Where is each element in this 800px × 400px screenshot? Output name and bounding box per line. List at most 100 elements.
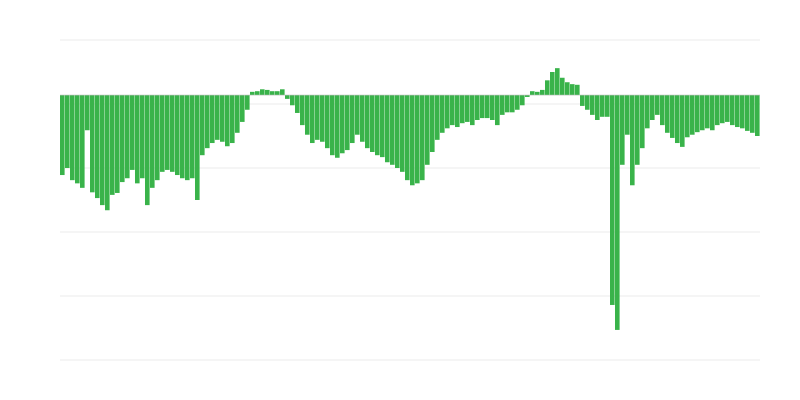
bar xyxy=(135,95,140,184)
bar xyxy=(80,95,85,188)
bar xyxy=(355,95,360,135)
bar xyxy=(430,95,435,152)
bar xyxy=(510,95,515,113)
bar xyxy=(435,95,440,140)
bar xyxy=(345,95,350,151)
bar xyxy=(750,95,755,133)
bar xyxy=(195,95,200,200)
bar xyxy=(90,95,95,193)
bar xyxy=(485,95,490,119)
bar xyxy=(450,95,455,126)
bar xyxy=(165,95,170,170)
bar xyxy=(645,95,650,129)
bar xyxy=(255,91,260,96)
bar xyxy=(460,95,465,124)
bar xyxy=(240,95,245,122)
bar xyxy=(105,95,110,211)
bar xyxy=(685,95,690,138)
bar xyxy=(210,95,215,144)
bar xyxy=(470,95,475,126)
bar xyxy=(245,95,250,110)
bar xyxy=(555,68,560,96)
bar xyxy=(465,95,470,122)
bar xyxy=(500,95,505,115)
bar xyxy=(260,89,265,96)
bar xyxy=(100,95,105,206)
bar xyxy=(140,95,145,179)
bar xyxy=(220,95,225,142)
bar xyxy=(395,95,400,168)
bar xyxy=(235,95,240,133)
bar xyxy=(630,95,635,186)
bar xyxy=(350,95,355,144)
bar xyxy=(605,95,610,117)
bar xyxy=(370,95,375,152)
bar xyxy=(745,95,750,131)
bar xyxy=(625,95,630,135)
bar xyxy=(680,95,685,147)
bar xyxy=(415,95,420,184)
bar xyxy=(670,95,675,138)
bar xyxy=(740,95,745,129)
bar xyxy=(180,95,185,179)
bar xyxy=(170,95,175,172)
bar xyxy=(340,95,345,154)
bar xyxy=(375,95,380,156)
bar xyxy=(85,95,90,131)
bar xyxy=(60,95,65,176)
bar xyxy=(755,95,760,136)
bar xyxy=(495,95,500,126)
bar xyxy=(665,95,670,133)
bar xyxy=(305,95,310,135)
bar xyxy=(365,95,370,149)
bar xyxy=(115,95,120,193)
bar xyxy=(655,95,660,115)
bar xyxy=(580,95,585,106)
bar xyxy=(330,95,335,156)
bar xyxy=(620,95,625,165)
bar xyxy=(545,80,550,96)
bar xyxy=(705,95,710,129)
bar xyxy=(125,95,130,179)
bar xyxy=(390,95,395,165)
bar xyxy=(440,95,445,133)
bar xyxy=(515,95,520,110)
bar xyxy=(690,95,695,135)
bar xyxy=(695,95,700,133)
bar xyxy=(480,95,485,119)
bar xyxy=(215,95,220,140)
bar xyxy=(200,95,205,156)
bar xyxy=(360,95,365,142)
bar xyxy=(265,89,270,96)
bar xyxy=(225,95,230,147)
bar xyxy=(400,95,405,172)
bar xyxy=(280,89,285,96)
bar xyxy=(295,95,300,113)
bar xyxy=(185,95,190,181)
bar xyxy=(150,95,155,188)
bar xyxy=(445,95,450,129)
bar xyxy=(230,95,235,144)
bar xyxy=(175,95,180,176)
bar xyxy=(190,95,195,179)
bar xyxy=(660,95,665,126)
bar xyxy=(320,95,325,142)
bar xyxy=(570,84,575,96)
bar xyxy=(735,95,740,128)
bar xyxy=(250,91,255,96)
bar xyxy=(720,95,725,124)
bar xyxy=(95,95,100,199)
bar xyxy=(420,95,425,181)
bar xyxy=(155,95,160,181)
gridlines xyxy=(60,39,760,361)
bar xyxy=(130,95,135,170)
bar xyxy=(535,91,540,96)
bar xyxy=(505,95,510,113)
bar xyxy=(590,95,595,115)
bar xyxy=(300,95,305,126)
bar xyxy=(730,95,735,126)
bar xyxy=(565,82,570,96)
bar xyxy=(540,89,545,96)
bar xyxy=(285,95,290,99)
bar xyxy=(575,84,580,96)
